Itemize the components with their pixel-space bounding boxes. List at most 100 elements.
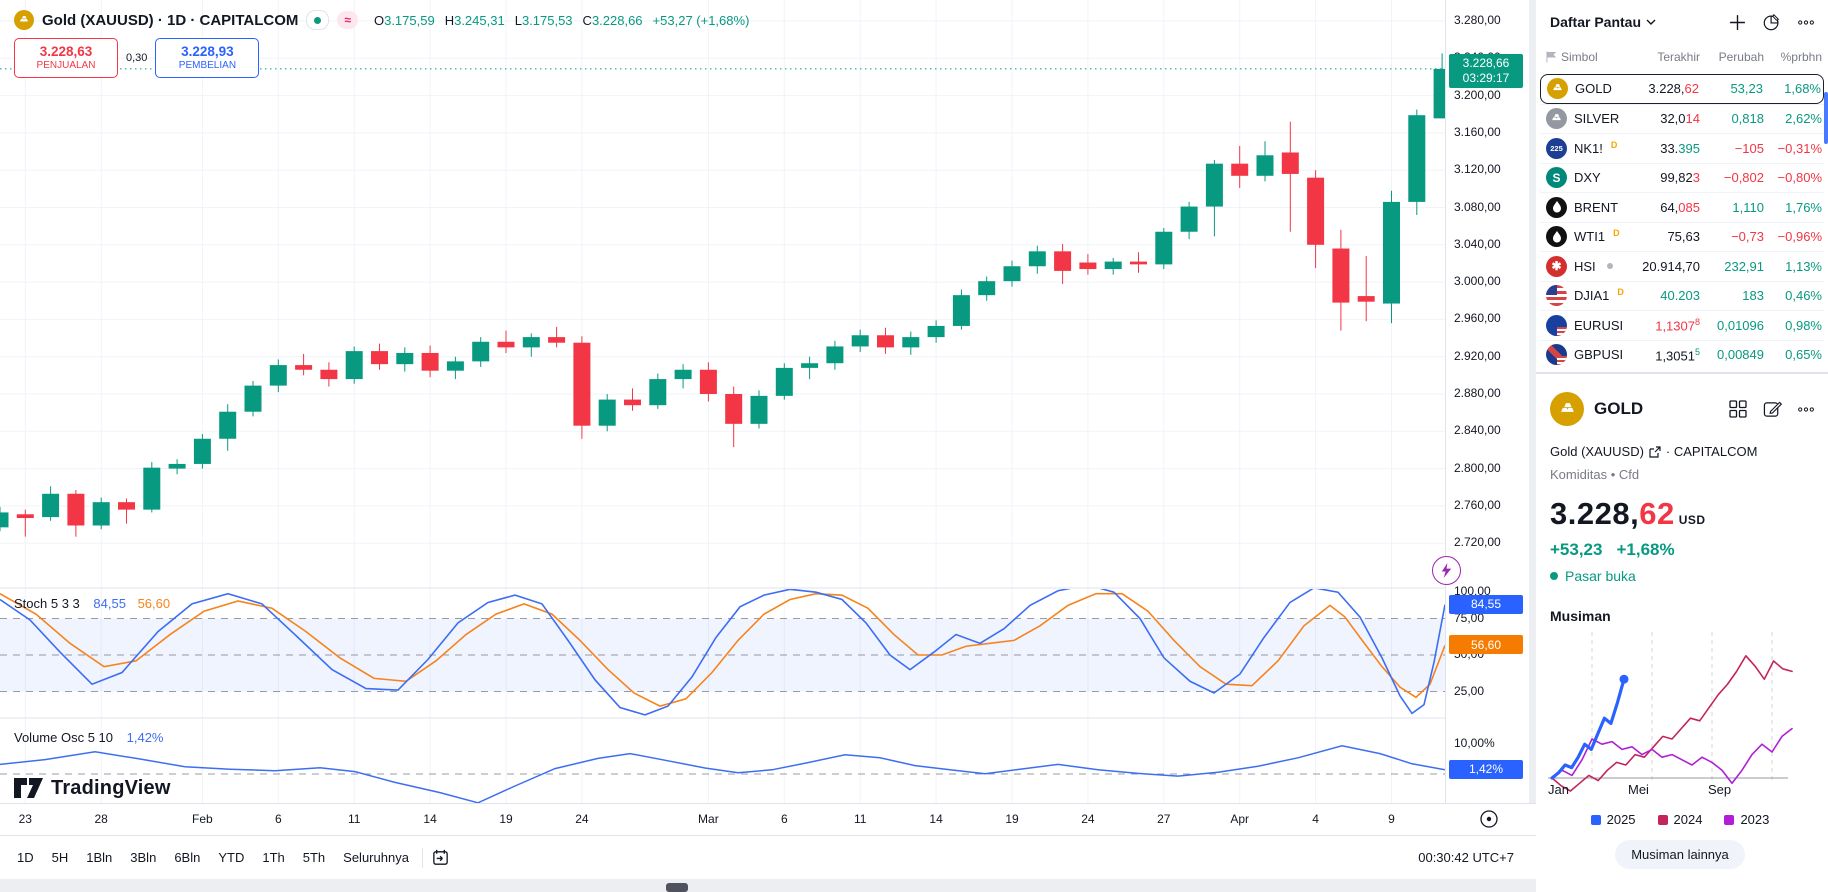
change-abs: 0,00849 xyxy=(1717,347,1764,363)
watchlist-title[interactable]: Daftar Pantau xyxy=(1550,14,1656,30)
time-axis-label: 4 xyxy=(1312,812,1319,826)
time-axis-label: 24 xyxy=(1081,812,1095,826)
change-pct: 0,65% xyxy=(1785,347,1822,363)
panel-divider[interactable] xyxy=(1528,0,1536,892)
seasonal-legend-2024[interactable]: 2024 xyxy=(1657,812,1702,827)
seasonal-chart[interactable] xyxy=(1548,622,1812,794)
watchlist-row-hsi[interactable]: ✱ HSI 20.914,70 232,91 1,13% xyxy=(1540,251,1824,281)
symbol-name: GBPUSI xyxy=(1574,347,1624,363)
watchlist-row-brent[interactable]: BRENT 64,085 1,110 1,76% xyxy=(1540,192,1824,222)
market-state: Pasar buka xyxy=(1550,568,1636,584)
watchlist-row-djia1[interactable]: DJIA1 D 40.203 183 0,46% xyxy=(1540,280,1824,311)
chart-canvas[interactable] xyxy=(0,0,1445,803)
range-button-3bln[interactable]: 3Bln xyxy=(130,850,157,865)
watchlist-row-dxy[interactable]: S DXY 99,823 −0,802 −0,80% xyxy=(1540,162,1824,193)
market-status-pill[interactable] xyxy=(306,10,330,30)
price-axis-label: 2.760,00 xyxy=(1454,497,1501,512)
watchlist-header: Daftar Pantau xyxy=(1550,12,1814,32)
watchlist-row-wti1[interactable]: WTI1 D 75,63 −0,73 −0,96% xyxy=(1540,221,1824,252)
range-button-1th[interactable]: 1Th xyxy=(262,850,285,865)
volosc-badge: 1,42% xyxy=(1449,759,1523,779)
seasonal-title: Musiman xyxy=(1550,608,1611,624)
change-pct: −0,96% xyxy=(1777,229,1822,245)
stoch-legend[interactable]: Stoch 5 3 3 84,55 56,60 xyxy=(14,596,170,611)
watchlist-row-silver[interactable]: SILVER 32,014 0,818 2,62% xyxy=(1540,103,1824,134)
range-button-1bln[interactable]: 1Bln xyxy=(86,850,113,865)
symbol-title[interactable]: Gold (XAUUSD) · 1D · CAPITALCOM xyxy=(42,11,299,29)
seasonal-x-label: Mei xyxy=(1628,782,1649,797)
change-value: +53,27 (+1,68%) xyxy=(652,12,750,28)
ohlc-values: O3.175,59 H3.245,31 L3.175,53 C3.228,66 … xyxy=(373,12,750,28)
volosc-legend[interactable]: Volume Osc 5 10 1,42% xyxy=(14,730,164,745)
more-options-icon[interactable] xyxy=(1798,19,1814,25)
more-options-icon[interactable] xyxy=(1798,406,1814,412)
bottom-panel-strip xyxy=(0,878,1828,892)
change-abs: −0,73 xyxy=(1731,229,1764,245)
sell-button[interactable]: 3.228,63 PENJUALAN xyxy=(14,38,118,78)
status-dot-icon xyxy=(1606,263,1613,270)
time-axis-label: 19 xyxy=(499,812,513,826)
seasonal-line-2024 xyxy=(1551,654,1793,792)
last-price: 1,13078 xyxy=(1655,317,1700,334)
symbol-detail-header: GOLD xyxy=(1550,392,1814,426)
price-axis[interactable]: 3.280,003.240,003.200,003.160,003.120,00… xyxy=(1445,0,1529,803)
stoch-k-badge: 84,55 xyxy=(1449,594,1523,614)
range-button-5th[interactable]: 5Th xyxy=(302,850,326,865)
watchlist-row-eurusi[interactable]: EURUSI 1,13078 0,01096 0,98% xyxy=(1540,310,1824,340)
range-button-6bln[interactable]: 6Bln xyxy=(174,850,201,865)
external-link-icon[interactable] xyxy=(1649,445,1661,458)
change-abs: −105 xyxy=(1734,140,1764,156)
daily-badge: D xyxy=(1610,139,1618,150)
range-button-5h[interactable]: 5H xyxy=(51,850,69,865)
seasonal-legend-2023[interactable]: 2023 xyxy=(1724,812,1769,827)
bottom-panel-handle[interactable] xyxy=(666,883,688,892)
price-axis-label: 3.080,00 xyxy=(1454,199,1501,214)
goto-realtime-icon[interactable] xyxy=(1478,808,1500,830)
gold-coin-icon xyxy=(14,10,34,30)
detail-symbol[interactable]: GOLD xyxy=(1594,399,1644,418)
flash-icon[interactable] xyxy=(1432,556,1461,585)
watchlist-column-headers[interactable]: Simbol Terakhir Perubah %prbhn xyxy=(1542,50,1822,64)
stoch-lines xyxy=(0,589,1445,716)
range-button-seluruhnya[interactable]: Seluruhnya xyxy=(343,850,409,865)
seasonal-more-wrap: Musiman lainnya xyxy=(1548,840,1812,869)
grid-view-icon[interactable] xyxy=(1729,400,1747,418)
seasonal-legend-2025[interactable]: 2025 xyxy=(1590,812,1636,827)
symbol-name: NK1! xyxy=(1574,140,1603,156)
goto-date-icon[interactable] xyxy=(431,848,450,867)
seasonal-x-label: Jan xyxy=(1548,782,1569,797)
clock-readout[interactable]: 00:30:42 UTC+7 xyxy=(1418,850,1514,865)
range-buttons: 1D 5H 1Bln 3Bln 6Bln YTD 1Th 5Th Seluruhnya xyxy=(0,846,416,869)
last-price: 75,63 xyxy=(1667,229,1700,245)
watchlist-scrollbar[interactable] xyxy=(1824,92,1828,144)
symbol-description[interactable]: Gold (XAUUSD) · CAPITALCOM xyxy=(1550,444,1758,459)
range-button-ytd[interactable]: YTD xyxy=(218,850,245,865)
tradingview-logo[interactable]: TradingView xyxy=(14,776,171,800)
last-price-badge: 3.228,66 03:29:17 xyxy=(1449,53,1523,88)
price-axis-label: 3.280,00 xyxy=(1454,13,1501,27)
price-axis-label: 2.880,00 xyxy=(1454,386,1501,400)
tradingview-logo-text: TradingView xyxy=(51,776,171,799)
watchlist-row-nk1[interactable]: 225 NK1! D 33.395 −105 −0,31% xyxy=(1540,133,1824,163)
compose-note-icon[interactable] xyxy=(1763,400,1782,419)
seasonal-more-button[interactable]: Musiman lainnya xyxy=(1615,840,1745,869)
range-button-1d[interactable]: 1D xyxy=(17,850,34,865)
watchlist-row-gold[interactable]: GOLD 3.228,62 53,23 1,68% xyxy=(1540,74,1824,104)
time-axis-label: 11 xyxy=(347,812,361,826)
detail-price: 3.228,62 USD xyxy=(1550,496,1706,531)
time-axis[interactable]: 23 28 Feb 6 11 14 19 24 Mar 6 11 14 19 24 27 Apr 4 9 xyxy=(0,803,1536,836)
chart-area[interactable]: Gold (XAUUSD) · 1D · CAPITALCOM ≈ O3.175… xyxy=(0,0,1536,892)
heatmap-edit-icon[interactable] xyxy=(1762,12,1782,32)
change-abs: 0,01096 xyxy=(1717,317,1764,333)
buy-button[interactable]: 3.228,93 PEMBELIAN xyxy=(155,38,260,78)
time-axis-label: 9 xyxy=(1388,812,1395,826)
symbol-name: BRENT xyxy=(1574,199,1619,215)
stoch-k-value: 84,55 xyxy=(93,596,126,611)
time-axis-label: 27 xyxy=(1157,812,1171,826)
approx-pill[interactable]: ≈ xyxy=(337,11,358,29)
market-open-dot-icon xyxy=(1550,572,1558,580)
add-symbol-icon[interactable] xyxy=(1729,14,1746,31)
watchlist-row-gbpusi[interactable]: GBPUSI 1,30515 0,00849 0,65% xyxy=(1540,339,1824,370)
flag-icon xyxy=(1546,51,1557,63)
